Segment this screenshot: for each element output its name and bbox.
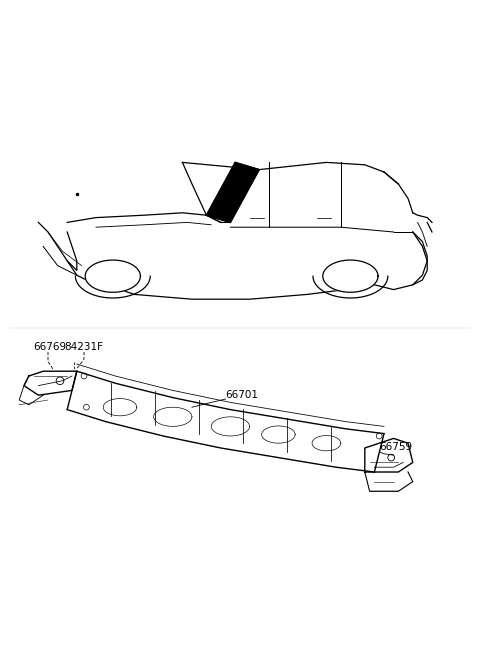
Polygon shape (24, 371, 77, 395)
Polygon shape (323, 260, 378, 293)
Text: 66769: 66769 (34, 342, 67, 352)
Text: 66759: 66759 (379, 442, 412, 453)
Polygon shape (206, 163, 259, 222)
Text: 84231F: 84231F (64, 342, 104, 352)
Text: 66701: 66701 (226, 390, 259, 400)
Polygon shape (365, 438, 413, 472)
Polygon shape (85, 260, 141, 293)
